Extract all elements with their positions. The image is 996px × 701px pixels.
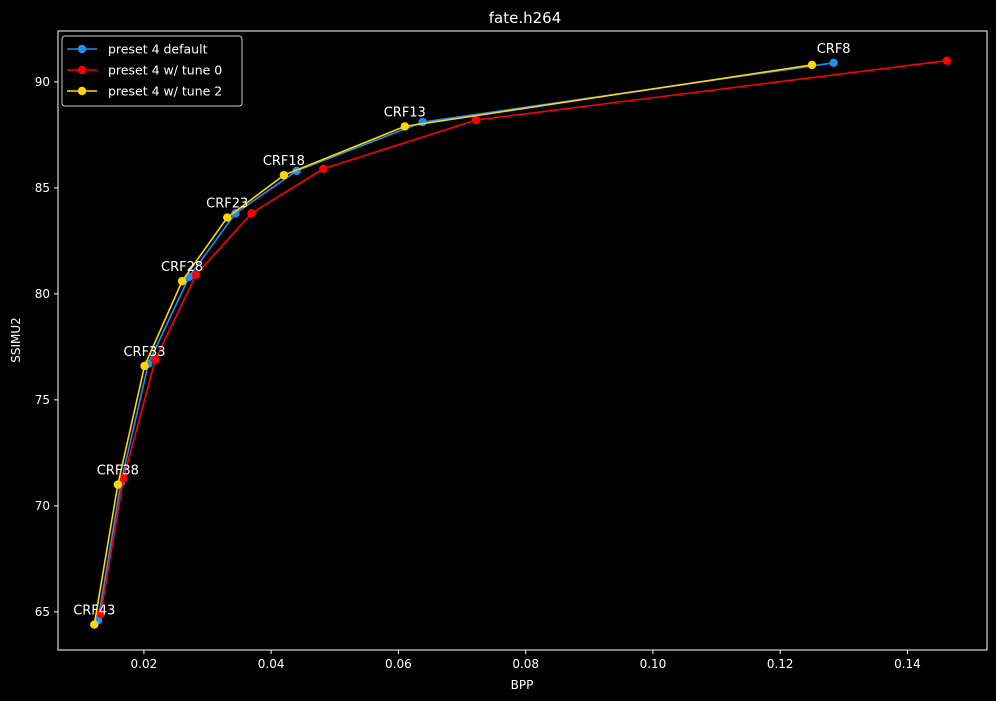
data-point [942, 56, 952, 65]
y-tick-label: 80 [35, 287, 50, 301]
data-point [279, 170, 289, 180]
data-point [177, 276, 187, 286]
legend-label: preset 4 w/ tune 2 [108, 84, 222, 99]
legend-box [61, 35, 243, 107]
legend: preset 4 default preset 4 w/ tune 0 preset… [61, 35, 243, 107]
y-tick-label: 70 [35, 499, 50, 513]
annotation-layer: CRF43 CRF38 CRF33 CRF28 CRF23 CRF18 CRF13 CRF8 [73, 42, 850, 619]
crf-annotation: CRF43 [73, 604, 115, 619]
data-point [151, 355, 160, 364]
data-point [829, 58, 838, 67]
x-tick-label: 0.14 [894, 657, 921, 671]
x-tick-label: 0.04 [258, 657, 285, 671]
y-tick-label: 90 [35, 75, 50, 89]
legend-swatch-marker [77, 65, 87, 75]
x-axis-label: BPP [511, 678, 534, 692]
plot-area-frame [57, 30, 988, 651]
x-tick-label: 0.02 [131, 657, 158, 671]
y-tick-label: 65 [35, 605, 50, 619]
series-line [93, 64, 813, 625]
data-point [247, 209, 256, 218]
y-tick-label: 75 [35, 393, 50, 407]
y-axis-label: SSIMU2 [9, 317, 23, 363]
x-tick-label: 0.12 [767, 657, 794, 671]
x-tick-label: 0.08 [512, 657, 539, 671]
y-axis-ticks: 65 70 75 80 85 90 [35, 75, 58, 619]
data-point [113, 480, 123, 489]
data-point [223, 213, 232, 222]
data-point [319, 164, 328, 173]
series-layer [90, 56, 952, 629]
data-point [471, 115, 481, 125]
data-point [231, 209, 240, 218]
data-point [400, 122, 409, 131]
series-line [99, 59, 948, 615]
data-point [807, 60, 817, 70]
crf-annotation: CRF38 [97, 464, 139, 479]
x-axis-ticks: 0.02 0.04 0.06 0.08 0.10 0.12 0.14 [131, 650, 921, 671]
crf-annotation: CRF33 [123, 345, 165, 360]
crf-annotation: CRF28 [161, 260, 203, 275]
data-point [96, 609, 105, 619]
series-line [97, 62, 834, 621]
x-tick-label: 0.06 [385, 657, 412, 671]
legend-swatch-marker [77, 44, 87, 54]
x-tick-label: 0.10 [640, 657, 667, 671]
legend-swatch-marker [77, 86, 87, 96]
crf-annotation: CRF13 [384, 105, 426, 120]
series-preset-4-w-tune-2 [90, 60, 817, 629]
crf-annotation: CRF8 [817, 42, 851, 57]
series-preset-4-w-tune-0 [96, 56, 952, 619]
chart-title: fate.h264 [489, 9, 562, 27]
legend-label: preset 4 w/ tune 0 [108, 63, 222, 78]
legend-label: preset 4 default [108, 42, 208, 57]
data-point [119, 474, 128, 483]
crf-annotation: CRF23 [206, 197, 248, 212]
crf-annotation: CRF18 [263, 154, 305, 169]
data-point [191, 270, 201, 279]
data-point [140, 361, 149, 371]
y-tick-label: 85 [35, 181, 50, 195]
data-point [90, 620, 99, 629]
